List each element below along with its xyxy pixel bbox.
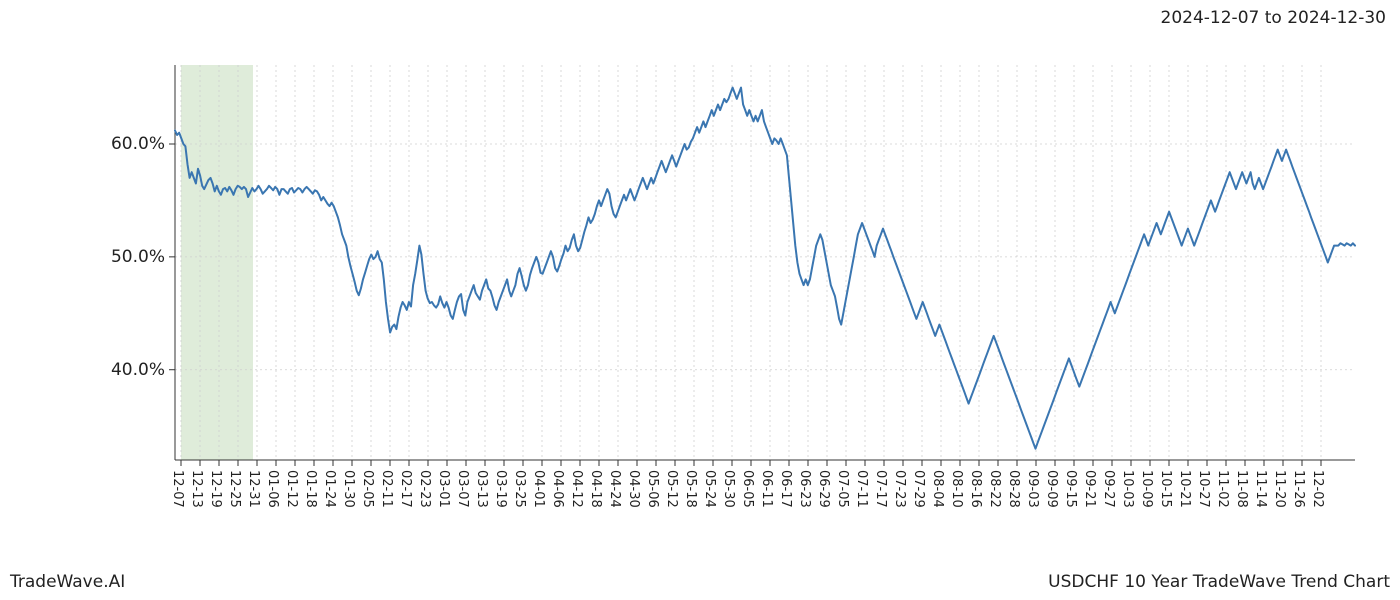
x-tick-label: 04-01 <box>531 470 546 508</box>
x-tick-label: 12-07 <box>170 470 185 508</box>
x-tick-label: 08-22 <box>987 470 1002 508</box>
x-tick-label: 05-24 <box>702 470 717 508</box>
chart-svg <box>0 0 1400 600</box>
x-tick-label: 11-14 <box>1253 470 1268 508</box>
x-tick-label: 03-07 <box>455 470 470 508</box>
x-tick-label: 06-05 <box>740 470 755 508</box>
x-tick-label: 11-26 <box>1291 470 1306 508</box>
x-tick-label: 07-05 <box>835 470 850 508</box>
x-tick-label: 04-06 <box>550 470 565 508</box>
x-tick-label: 06-11 <box>759 470 774 508</box>
x-tick-label: 09-09 <box>1044 470 1059 508</box>
x-tick-label: 12-25 <box>227 470 242 508</box>
x-tick-label: 08-10 <box>949 470 964 508</box>
x-tick-label: 09-15 <box>1063 470 1078 508</box>
x-tick-label: 10-09 <box>1139 470 1154 508</box>
x-tick-label: 03-25 <box>512 470 527 508</box>
x-tick-label: 08-16 <box>968 470 983 508</box>
x-tick-label: 02-23 <box>417 470 432 508</box>
x-tick-label: 07-11 <box>854 470 869 508</box>
x-tick-label: 08-04 <box>930 470 945 508</box>
x-tick-label: 10-03 <box>1120 470 1135 508</box>
footer-brand: TradeWave.AI <box>10 572 125 592</box>
x-tick-label: 01-30 <box>341 470 356 508</box>
x-tick-label: 07-17 <box>873 470 888 508</box>
x-tick-label: 10-27 <box>1196 470 1211 508</box>
footer-title: USDCHF 10 Year TradeWave Trend Chart <box>1048 572 1390 592</box>
x-tick-label: 06-23 <box>797 470 812 508</box>
y-tick-label: 60.0% <box>75 134 165 154</box>
x-tick-label: 04-30 <box>626 470 641 508</box>
x-tick-label: 02-17 <box>398 470 413 508</box>
x-tick-label: 10-15 <box>1158 470 1173 508</box>
x-tick-label: 12-02 <box>1310 470 1325 508</box>
x-tick-label: 04-12 <box>569 470 584 508</box>
x-tick-label: 05-12 <box>664 470 679 508</box>
x-tick-label: 09-21 <box>1082 470 1097 508</box>
x-tick-label: 04-18 <box>588 470 603 508</box>
x-tick-label: 03-01 <box>436 470 451 508</box>
x-tick-label: 04-24 <box>607 470 622 508</box>
chart-container: 2024-12-07 to 2024-12-30 40.0%50.0%60.0%… <box>0 0 1400 600</box>
x-tick-label: 09-03 <box>1025 470 1040 508</box>
x-tick-label: 06-29 <box>816 470 831 508</box>
chart-area: 40.0% 50.0% 60.0% 12-07 12-13 12-19 12-25 12-3… <box>0 0 1400 600</box>
x-tick-label: 05-18 <box>683 470 698 508</box>
x-tick-label: 02-11 <box>379 470 394 508</box>
x-tick-label: 11-02 <box>1215 470 1230 508</box>
x-tick-label: 02-05 <box>360 470 375 508</box>
x-tick-label: 11-20 <box>1272 470 1287 508</box>
x-tick-label: 05-06 <box>645 470 660 508</box>
y-tick-label: 40.0% <box>75 360 165 380</box>
x-tick-label: 01-06 <box>265 470 280 508</box>
x-tick-label: 01-12 <box>284 470 299 508</box>
y-tick-label: 50.0% <box>75 247 165 267</box>
x-tick-label: 09-27 <box>1101 470 1116 508</box>
x-tick-label: 07-29 <box>911 470 926 508</box>
x-tick-label: 08-28 <box>1006 470 1021 508</box>
x-tick-label: 06-17 <box>778 470 793 508</box>
x-tick-label: 12-31 <box>246 470 261 508</box>
x-tick-label: 03-13 <box>474 470 489 508</box>
x-tick-label: 01-18 <box>303 470 318 508</box>
x-tick-label: 12-13 <box>189 470 204 508</box>
x-tick-label: 10-21 <box>1177 470 1192 508</box>
x-tick-label: 01-24 <box>322 470 337 508</box>
x-tick-label: 11-08 <box>1234 470 1249 508</box>
x-tick-label: 07-23 <box>892 470 907 508</box>
x-tick-label: 05-30 <box>721 470 736 508</box>
x-tick-label: 03-19 <box>493 470 508 508</box>
x-tick-label: 12-19 <box>208 470 223 508</box>
